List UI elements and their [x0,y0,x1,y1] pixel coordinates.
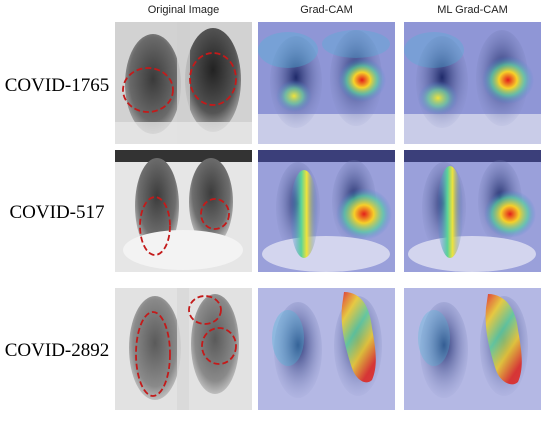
roi-circle [135,311,171,397]
column-header-gradcam: Grad-CAM [300,4,353,16]
roi-circle [200,198,230,230]
heatmap-gradcam-covid-2892 [258,288,395,410]
roi-circle [188,295,222,325]
roi-circle [189,52,237,106]
heatmap-ml-gradcam-covid-2892 [404,288,541,410]
xray-original-covid-1765 [115,22,252,144]
heatmap-gradcam-covid-1765 [258,22,395,144]
heatmap-ml-gradcam-covid-1765 [404,22,541,144]
row-label-covid-517: COVID-517 [9,202,105,223]
roi-circle [122,67,174,113]
row-label-covid-1765: COVID-1765 [4,75,110,96]
row-label-covid-2892: COVID-2892 [4,340,110,361]
column-header-original: Original Image [147,4,220,16]
column-header-ml-gradcam: ML Grad-CAM [437,4,508,16]
roi-circle [201,327,237,365]
heatmap-gradcam-covid-517 [258,150,395,272]
heatmap-ml-gradcam-covid-517 [404,150,541,272]
xray-original-covid-2892 [115,288,252,410]
xray-original-covid-517 [115,150,252,272]
roi-circle [139,196,171,256]
